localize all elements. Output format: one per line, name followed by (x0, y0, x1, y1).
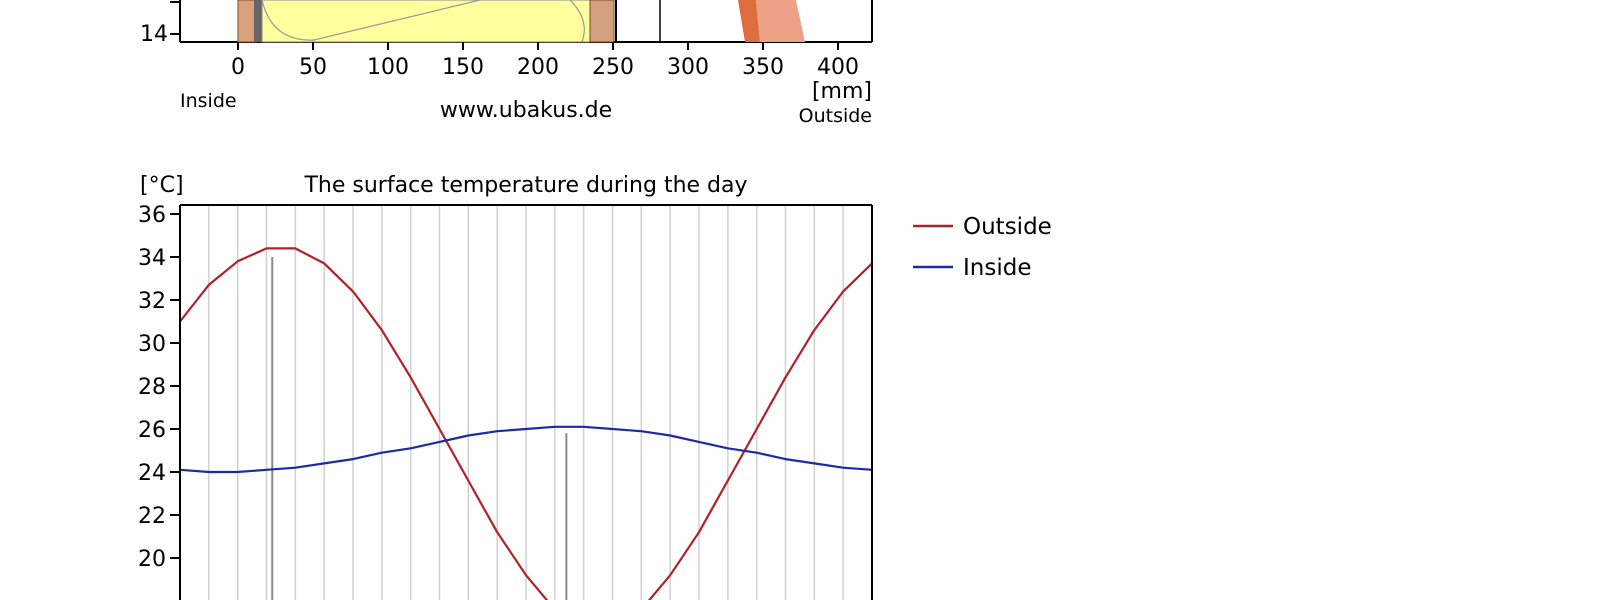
data-point-inside-22 (813, 462, 816, 465)
data-point-inside-19 (726, 447, 729, 450)
data-point-inside-20 (755, 451, 758, 454)
data-point-inside-9 (438, 441, 441, 443)
top-x-tick-label-200: 200 (517, 55, 559, 80)
marker-lines (271, 257, 568, 600)
y-tick-label-30: 30 (138, 332, 166, 357)
data-point-outside-2 (236, 260, 239, 263)
data-point-outside-1 (207, 284, 210, 286)
data-point-outside-10 (467, 479, 470, 482)
y-tick-label-34: 34 (138, 246, 166, 271)
data-point-outside-21 (784, 376, 787, 379)
data-point-outside-17 (669, 574, 672, 577)
top-x-ticks: 0 50 100 150 200 250 300 350 400 (231, 42, 859, 80)
data-point-inside-4 (294, 466, 297, 469)
data-point-inside-23 (842, 466, 845, 469)
y-tick-label-26: 26 (138, 418, 166, 443)
data-point-outside-11 (496, 531, 499, 534)
y-axis-ticks: 20 22 24 26 28 30 32 34 36 (138, 203, 180, 572)
data-point-inside-8 (409, 447, 412, 450)
top-x-tick-label-400: 400 (817, 55, 859, 80)
data-point-outside-7 (380, 329, 383, 331)
legend-label-inside: Inside (963, 255, 1031, 281)
data-point-outside-23 (842, 290, 845, 293)
data-point-inside-18 (698, 441, 700, 443)
data-point-outside-8 (409, 376, 412, 379)
data-point-outside-19 (726, 479, 729, 482)
y-tick-label-22: 22 (138, 504, 166, 529)
outside-side-label: Outside (799, 105, 872, 127)
temperature-chart: [°C] The surface temperature during the … (138, 173, 1052, 600)
data-point-outside-18 (698, 531, 700, 534)
data-point-outside-9 (438, 428, 441, 430)
inside-side-label: Inside (180, 90, 237, 112)
layer-chart: 14 0 50 100 150 200 250 300 350 400 Inside www.u… (140, 0, 873, 127)
insulation-pattern-2 (569, 0, 585, 43)
data-point-inside-1 (207, 471, 210, 473)
data-point-outside-5 (323, 262, 326, 265)
y-tick-label-28: 28 (138, 375, 166, 400)
inner-brick-layer (237, 0, 257, 43)
top-x-tick-label-50: 50 (299, 55, 327, 80)
top-x-tick-label-0: 0 (231, 55, 245, 80)
data-point-inside-13 (553, 425, 556, 428)
outer-brick-layer (589, 0, 615, 43)
data-point-outside-3 (265, 247, 268, 250)
data-point-outside-4 (294, 247, 297, 250)
data-point-outside-20 (755, 428, 758, 430)
data-point-inside-16 (640, 430, 643, 433)
legend-label-outside: Outside (963, 214, 1052, 240)
insulation-pattern (261, 0, 481, 41)
data-point-inside-15 (611, 428, 614, 430)
data-point-inside-10 (467, 434, 470, 437)
data-point-inside-2 (236, 471, 239, 473)
y-tick-label-24: 24 (138, 461, 166, 486)
top-x-tick-label-100: 100 (367, 55, 409, 80)
data-point-outside-22 (813, 329, 816, 331)
data-point-inside-3 (265, 468, 268, 471)
data-point-inside-21 (784, 458, 787, 460)
legend: Outside Inside (913, 214, 1052, 281)
inner-membrane-layer (254, 0, 262, 42)
top-x-tick-label-150: 150 (442, 55, 484, 80)
top-x-tick-label-250: 250 (592, 55, 634, 80)
y-axis-unit: [°C] (140, 173, 184, 198)
series-lines (179, 247, 873, 600)
data-point-inside-7 (380, 451, 383, 454)
cladding-dark (738, 0, 760, 42)
x-unit-label: [mm] (812, 79, 872, 104)
data-point-inside-17 (669, 434, 672, 437)
data-point-inside-11 (496, 430, 499, 433)
data-point-inside-14 (582, 425, 585, 428)
top-x-tick-label-350: 350 (742, 55, 784, 80)
chart-title: The surface temperature during the day (303, 173, 747, 198)
top-x-tick-label-300: 300 (667, 55, 709, 80)
y-tick-label-14: 14 (140, 22, 168, 47)
y-tick-label-36: 36 (138, 203, 166, 228)
data-point-inside-5 (323, 462, 326, 465)
source-credit: www.ubakus.de (440, 98, 612, 123)
y-tick-label-20: 20 (138, 547, 166, 572)
data-point-inside-12 (525, 428, 527, 430)
data-point-outside-6 (352, 290, 354, 293)
cladding-light (756, 0, 805, 42)
gridlines (208, 205, 844, 600)
data-point-inside-6 (352, 458, 354, 460)
insulation-layer (261, 0, 591, 43)
data-point-outside-12 (525, 574, 527, 577)
y-tick-label-32: 32 (138, 289, 166, 314)
